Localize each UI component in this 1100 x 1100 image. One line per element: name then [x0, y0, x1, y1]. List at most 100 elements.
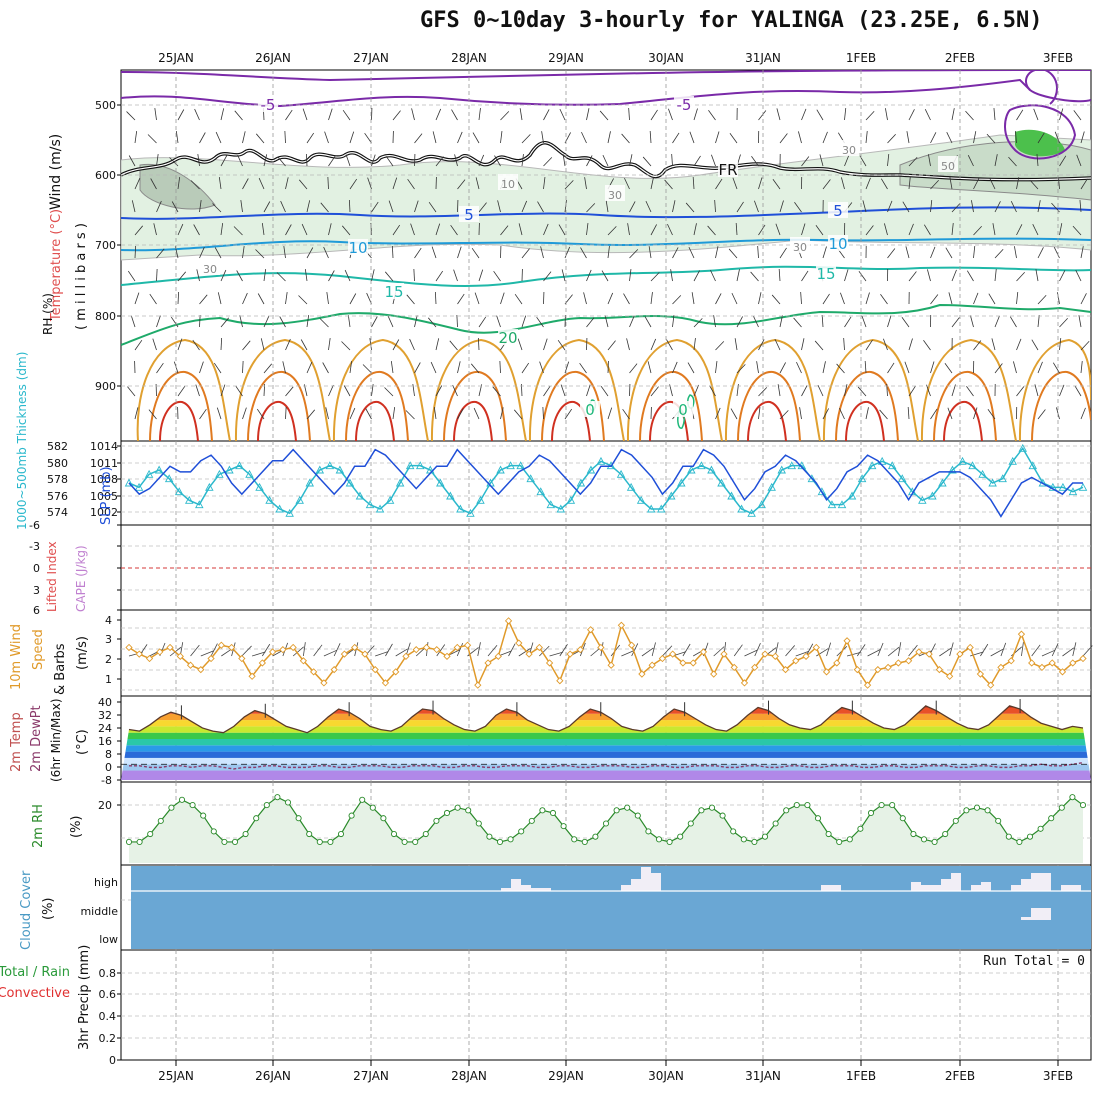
wind-barb — [857, 386, 867, 397]
date-label-bottom: 3FEB — [1043, 1069, 1073, 1083]
series-point — [436, 478, 445, 487]
rh-point — [634, 812, 641, 819]
wind-barb — [775, 223, 781, 236]
wind-barb — [152, 338, 157, 351]
rh-point — [1079, 802, 1087, 809]
series-point — [646, 504, 656, 513]
series-point — [679, 659, 687, 667]
wind-barb — [629, 249, 639, 259]
cloud-cover-bars — [131, 866, 1091, 949]
wind-barb — [500, 225, 509, 236]
series-point — [225, 465, 234, 474]
ylabel-temp: Temperature (°C) — [49, 209, 64, 322]
series-point — [285, 508, 294, 517]
series-point — [807, 474, 817, 483]
wind-barb — [409, 338, 415, 351]
cloud-gap-bar — [521, 885, 531, 891]
wind-barb — [627, 223, 630, 236]
wind-barb — [1037, 361, 1043, 374]
wind-barb — [371, 269, 375, 282]
ylabel-lifted-index: Lifted Index — [45, 541, 59, 612]
wind-barb — [779, 315, 783, 328]
wind-barb-10m — [826, 642, 832, 657]
wind-barb — [521, 134, 531, 144]
series-point — [325, 461, 335, 470]
wind-barb — [800, 292, 802, 305]
rh-point — [327, 838, 334, 845]
series-point — [1069, 659, 1077, 667]
y-tick-label: 0.8 — [99, 967, 117, 980]
wind-barb — [323, 246, 329, 259]
wind-barb — [629, 201, 636, 213]
wind-barb — [199, 132, 206, 144]
wind-barb — [519, 108, 523, 121]
y-tick-label: 0 — [33, 562, 40, 575]
y-tick-label: 6 — [33, 604, 40, 617]
y-tick-label: 582 — [47, 440, 68, 453]
rh-point — [401, 838, 408, 845]
wind-barb — [865, 225, 874, 236]
wind-barb — [478, 269, 484, 282]
wind-barb-10m — [908, 644, 918, 657]
wind-barb — [989, 178, 996, 190]
wind-barb — [930, 200, 933, 213]
cloud-gap-bar — [631, 879, 641, 891]
wind-barb — [861, 315, 867, 328]
series-point — [135, 650, 143, 658]
contour-label-bg — [839, 140, 859, 156]
wind-barb — [819, 154, 824, 167]
wind-barb — [734, 338, 738, 351]
wind-barb — [518, 223, 523, 236]
series-point — [258, 659, 266, 667]
wind-barb-10m — [477, 642, 481, 657]
wind-barb — [328, 270, 335, 282]
contour-label-bg — [674, 96, 694, 112]
rh-point — [242, 830, 249, 838]
y-tick-label: 1011 — [90, 457, 118, 470]
contour-label: 0 — [678, 401, 688, 419]
rh-point — [221, 838, 228, 845]
wind-barb — [1059, 317, 1068, 328]
series-point — [717, 478, 726, 487]
series-point — [456, 504, 465, 513]
series-point — [494, 652, 502, 660]
rh-point — [1058, 804, 1065, 811]
cloud-gap-bar — [1061, 885, 1071, 891]
wind-barb — [199, 200, 202, 213]
wind-barb — [306, 361, 313, 374]
rh-point — [857, 825, 864, 832]
series-point — [176, 652, 184, 660]
wind-barb — [736, 316, 743, 328]
wind-barb — [263, 315, 270, 328]
wind-barb — [779, 133, 788, 144]
wind-barb-10m — [210, 643, 218, 657]
wind-barb — [945, 247, 953, 259]
ylabel-precip-units: 3hr Precip (mm) — [77, 945, 92, 1050]
wind-barb — [156, 154, 159, 167]
wind-barb-10m — [877, 642, 884, 657]
contour-label: 10 — [348, 239, 367, 257]
wind-barb-10m — [262, 643, 271, 657]
wind-barb — [713, 315, 716, 328]
rh-point — [1069, 794, 1076, 801]
wind-barb-10m — [1021, 642, 1024, 657]
wind-barb — [1052, 362, 1060, 374]
series-point — [395, 478, 405, 487]
wind-barb — [605, 200, 609, 213]
cloud-gap-bar — [831, 885, 841, 891]
series-point — [697, 461, 706, 470]
wind-barb — [242, 292, 248, 305]
wind-barb — [836, 363, 845, 374]
wind-barb — [758, 339, 765, 351]
wind-barb — [478, 316, 487, 328]
wind-barb — [427, 317, 437, 328]
wind-barb — [169, 157, 179, 167]
wind-barb — [626, 338, 630, 351]
wind-barb-10m — [302, 642, 306, 657]
wind-barb — [320, 202, 329, 213]
wind-barb-10m — [200, 650, 214, 657]
wind-barb — [623, 293, 630, 305]
wind-barb — [714, 200, 716, 213]
wind-barb — [586, 108, 590, 121]
ylabel-wind10-units: (m/s) — [75, 636, 90, 670]
